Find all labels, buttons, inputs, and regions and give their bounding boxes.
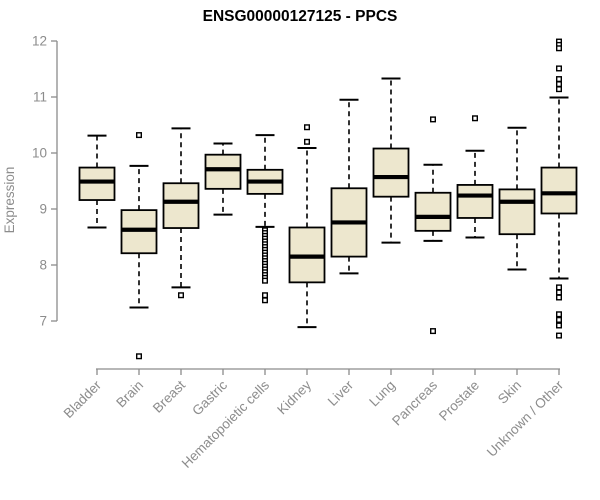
- iqr-box: [540, 166, 578, 215]
- outlier-point: [430, 116, 437, 123]
- outlier-point: [556, 332, 563, 339]
- plot-area: [78, 38, 578, 360]
- iqr-box: [498, 188, 536, 236]
- outlier-point: [304, 124, 311, 131]
- iqr-box: [372, 147, 410, 198]
- outlier-point: [556, 322, 563, 329]
- y-tick-label: 10: [32, 146, 47, 161]
- box-group-gastric: [204, 142, 242, 216]
- x-category-label: Gastric: [189, 377, 230, 418]
- outlier-point: [262, 292, 269, 299]
- outlier-point: [556, 65, 563, 72]
- chart-title: ENSG00000127125 - PPCS: [203, 8, 398, 25]
- y-tick-label: 12: [32, 34, 47, 49]
- outlier-point: [556, 284, 563, 291]
- box-group-liver: [330, 98, 368, 275]
- x-category-label: Liver: [325, 377, 357, 409]
- outlier-point: [556, 316, 563, 323]
- box-group-bladder: [78, 134, 116, 229]
- outlier-point: [304, 138, 311, 145]
- iqr-box: [414, 191, 452, 232]
- outlier-point: [556, 45, 563, 52]
- outlier-point: [556, 294, 563, 301]
- y-tick-label: 9: [39, 202, 47, 217]
- outlier-point: [556, 81, 563, 88]
- outlier-point: [556, 311, 563, 318]
- outlier-point: [556, 289, 563, 296]
- outlier-point: [135, 132, 142, 139]
- box-group-pancreas: [414, 116, 452, 335]
- iqr-box: [456, 184, 494, 219]
- box-group-lung: [372, 77, 410, 244]
- iqr-box: [204, 153, 242, 190]
- outlier-point: [430, 328, 437, 335]
- y-tick-label: 7: [39, 314, 47, 329]
- box-group-skin: [498, 126, 536, 271]
- x-category-label: Prostate: [436, 378, 482, 424]
- outlier-point: [262, 277, 269, 284]
- x-category-label: Brain: [113, 378, 146, 411]
- x-category-label: Kidney: [274, 377, 314, 417]
- box-group-prostate: [456, 115, 494, 239]
- box-group-hematopoietic-cells: [246, 134, 284, 304]
- outlier-point: [556, 76, 563, 83]
- y-tick-label: 11: [33, 90, 47, 105]
- box-group-unknown-other: [540, 38, 578, 339]
- x-category-label: Breast: [150, 377, 188, 415]
- box-group-breast: [162, 127, 200, 299]
- x-category-label: Unknown / Other: [484, 377, 567, 460]
- iqr-box: [78, 166, 116, 201]
- x-category-label: Pancreas: [389, 377, 440, 428]
- y-axis-title: Expression: [2, 167, 17, 234]
- x-category-label: Lung: [366, 378, 398, 410]
- iqr-box: [162, 182, 200, 229]
- x-category-label: Bladder: [61, 377, 105, 421]
- outlier-point: [177, 292, 184, 299]
- y-tick-label: 8: [39, 258, 47, 273]
- outlier-point: [135, 353, 142, 360]
- outlier-point: [556, 86, 563, 93]
- outlier-point: [472, 115, 479, 122]
- outlier-point: [262, 297, 269, 304]
- x-category-label: Skin: [495, 378, 524, 407]
- box-group-brain: [120, 132, 158, 360]
- box-group-kidney: [288, 124, 326, 329]
